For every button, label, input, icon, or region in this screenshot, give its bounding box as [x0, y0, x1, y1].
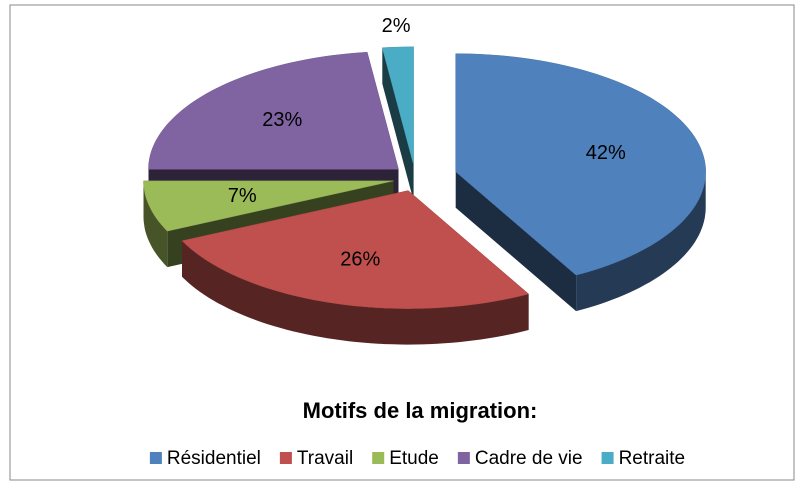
legend-swatch	[372, 452, 385, 464]
pie	[143, 46, 706, 345]
legend-title: Motifs de la migration:	[303, 398, 538, 423]
legend-swatch	[457, 452, 470, 464]
slice-wall	[143, 180, 168, 268]
legend-label: Résidentiel	[167, 448, 261, 469]
slice-top	[143, 180, 394, 232]
data-label: 42%	[586, 142, 626, 164]
slice-top	[381, 46, 414, 165]
data-label: 26%	[340, 248, 380, 270]
data-label: 7%	[228, 185, 257, 207]
slice-top	[181, 190, 530, 309]
slice	[382, 47, 414, 201]
legend-label: Travail	[297, 448, 353, 469]
legend-label: Etude	[389, 448, 439, 469]
slice-top	[148, 51, 399, 170]
slice-wall	[182, 240, 529, 345]
slice-side	[382, 47, 414, 201]
slice-side	[455, 171, 577, 312]
slice-wall	[576, 171, 706, 312]
legend-label: Cadre de vie	[475, 448, 583, 469]
legend-swatch	[601, 452, 614, 464]
legend-label: Retraite	[619, 448, 686, 469]
data-label: 23%	[262, 109, 302, 131]
slice	[455, 171, 706, 312]
legend-swatch	[279, 452, 292, 464]
data-label: 2%	[382, 15, 411, 37]
slice-top	[455, 53, 706, 276]
legend-swatch	[149, 452, 162, 464]
